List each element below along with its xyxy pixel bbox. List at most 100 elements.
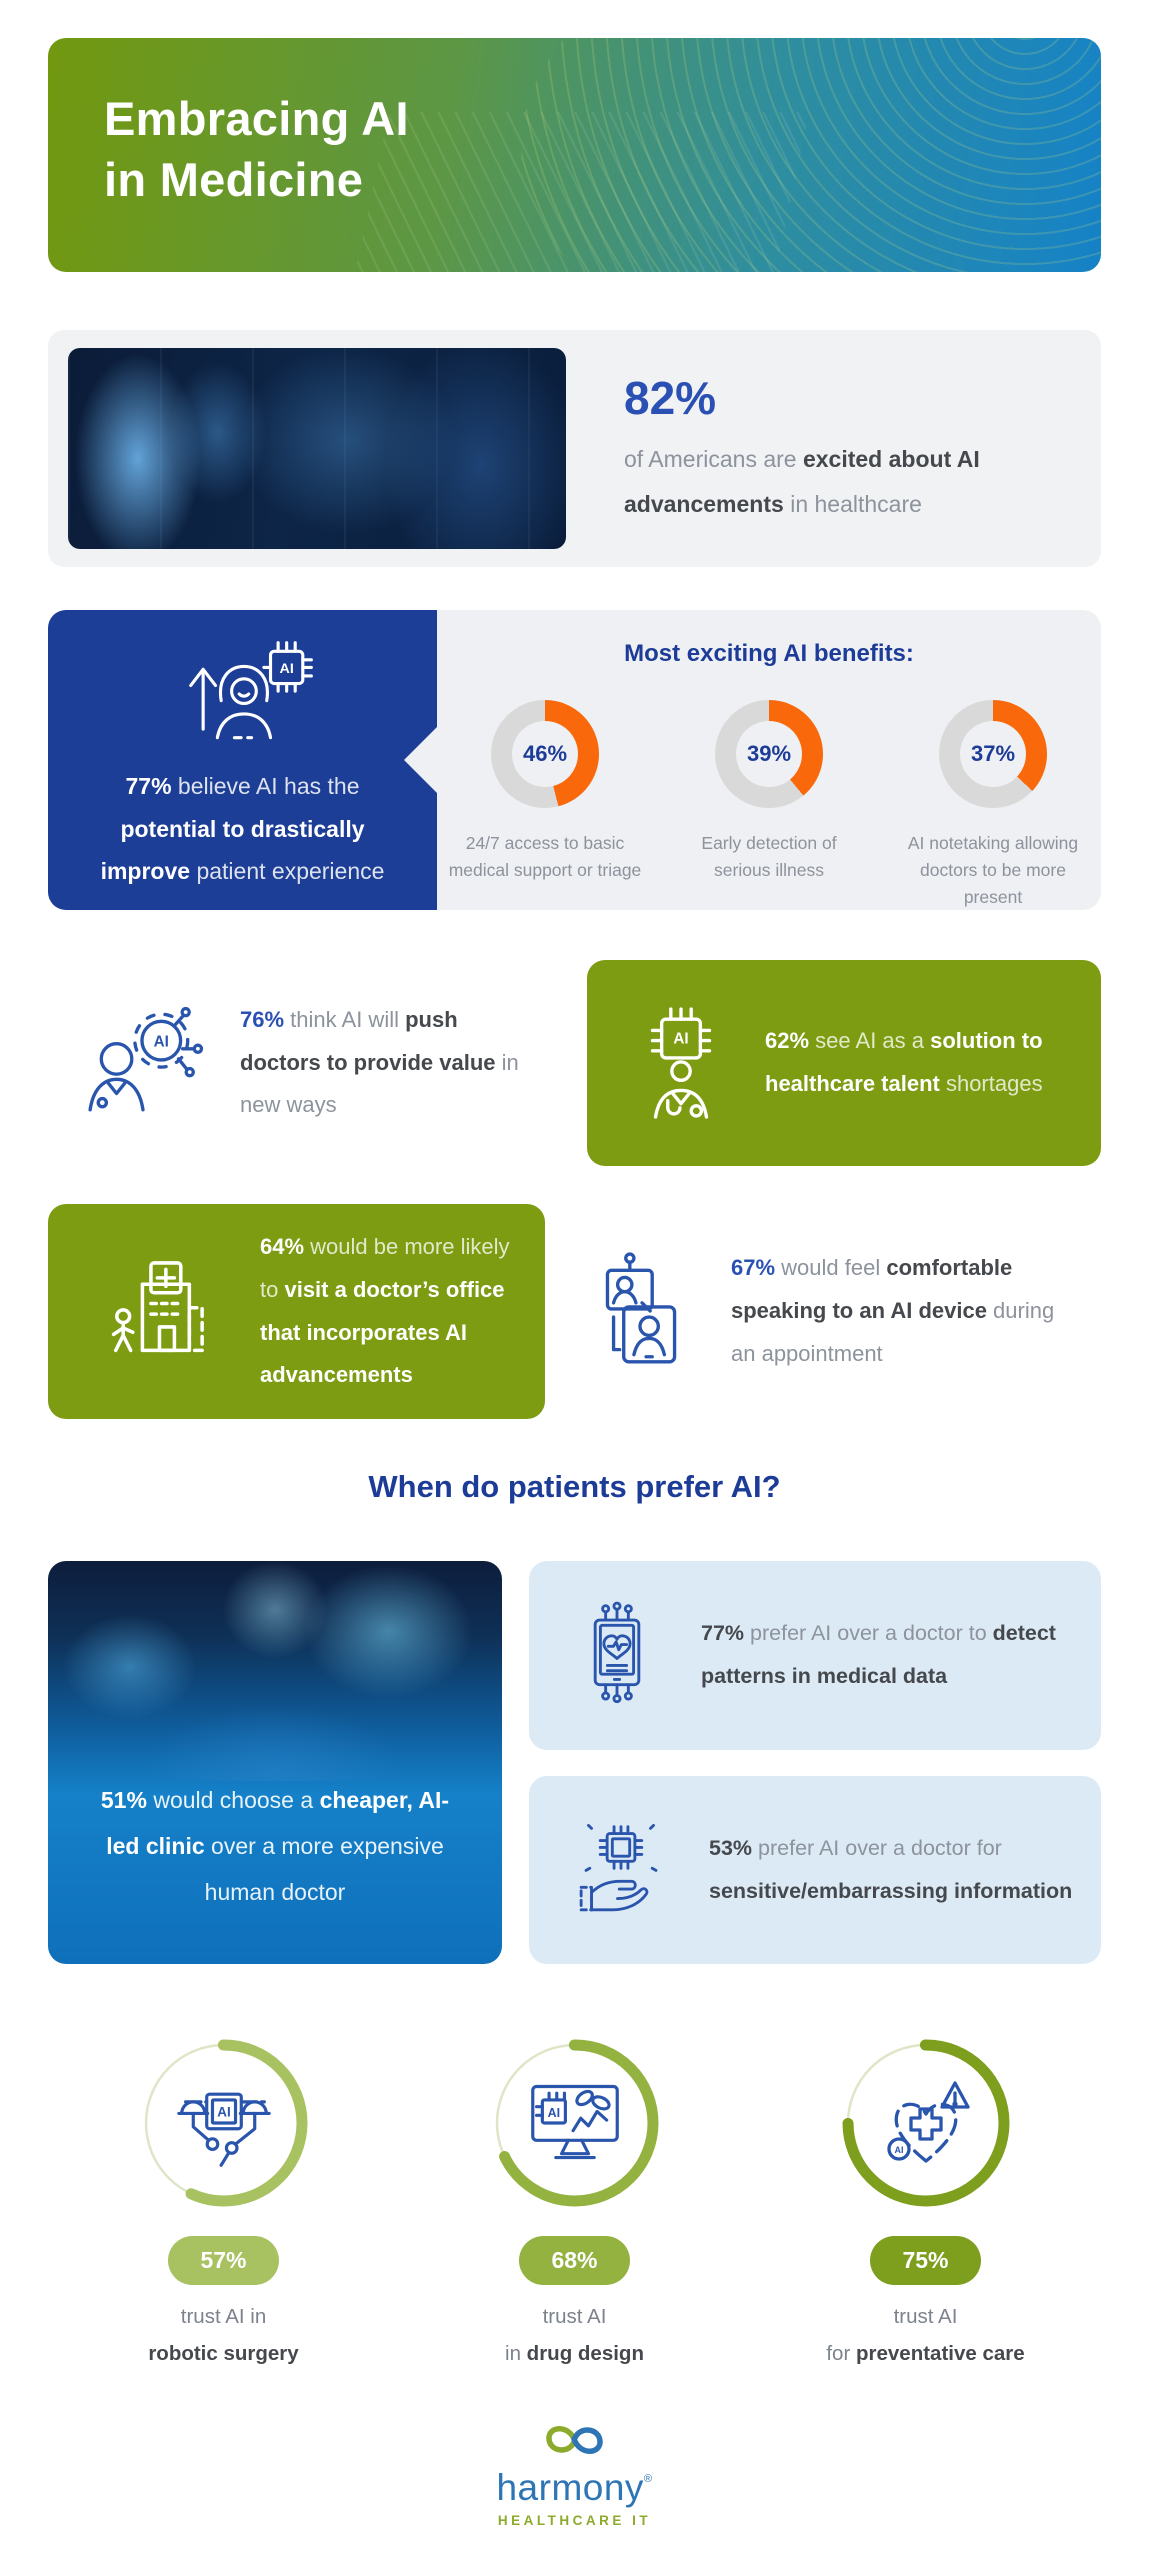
video-visit-tablet-icon bbox=[605, 1252, 677, 1364]
text-segment: would feel bbox=[775, 1255, 887, 1281]
trust-ring-chart: AI bbox=[837, 2034, 1015, 2212]
text-segment: think AI will bbox=[284, 1006, 406, 1032]
progress-ring bbox=[491, 2039, 658, 2207]
trust-caption: trust AI for preventative care bbox=[750, 2299, 1101, 2373]
header-banner: Embracing AI in Medicine bbox=[48, 38, 1101, 272]
excited-stat-text-block: 82% of Americans are excited about AI ad… bbox=[624, 371, 1069, 527]
benefit-item: 39% Early detection of serious illness bbox=[665, 700, 873, 911]
text-segment-bold: cheaper, AI-led clinic bbox=[106, 1787, 450, 1859]
text-segment: over a more expensive human doctor bbox=[204, 1833, 444, 1905]
text-segment-bold: potential to drastically improve bbox=[100, 815, 365, 885]
donut-chart-notetaking: 37% bbox=[939, 700, 1047, 808]
text-segment: in bbox=[505, 2341, 527, 2365]
stat-64-description: 64% would be more likely to visit a doct… bbox=[260, 1226, 521, 1398]
text-segment-bold: visit a doctor’s office that incorporate… bbox=[260, 1276, 505, 1388]
visit-stat-box: 64% would be more likely to visit a doct… bbox=[48, 1204, 545, 1419]
prefer-section: 51% would choose a cheaper, AI-led clini… bbox=[48, 1561, 1101, 1964]
ring-arc bbox=[491, 2039, 658, 2207]
stat-67-description: 67% would feel comfortable speaking to a… bbox=[731, 1247, 1067, 1376]
sensitive-stat-box: 53% prefer AI over a doctor for sensitiv… bbox=[529, 1775, 1101, 1964]
trust-ring-chart: AI bbox=[135, 2034, 313, 2212]
text-segment-bold: preventative care bbox=[855, 2341, 1025, 2365]
stat-51-description: 51% would choose a cheaper, AI-led clini… bbox=[100, 1777, 450, 1915]
text-segment: see AI as a bbox=[809, 1028, 931, 1054]
stat-67-percent: 67% bbox=[731, 1255, 776, 1281]
text-segment-bold: robotic surgery bbox=[148, 2341, 299, 2365]
logo-wordmark: harmony® bbox=[0, 2467, 1149, 2509]
trust-caption: trust AI in drug design bbox=[399, 2299, 750, 2373]
donut-value: 46% bbox=[522, 741, 568, 766]
stat-77-percent: 77% bbox=[125, 773, 172, 799]
registered-mark: ® bbox=[643, 2472, 653, 2485]
text-segment: prefer AI over a doctor to bbox=[744, 1621, 993, 1646]
stat-53-percent: 53% bbox=[709, 1835, 753, 1860]
belief-benefits-section: AI 77% believe AI has the potential to d… bbox=[48, 610, 1101, 910]
donut-label: AI notetaking allowing doctors to be mor… bbox=[907, 833, 1079, 908]
photo-doctor-ar-goggles bbox=[48, 1561, 502, 1781]
talent-stat-box: AI 62% see AI as a solution to healthcar… bbox=[587, 960, 1101, 1166]
hospital-building-icon bbox=[111, 1260, 204, 1352]
harmony-swoosh-icon bbox=[545, 2425, 603, 2454]
benefits-title: Most exciting AI benefits: bbox=[624, 640, 914, 667]
belief-stat-box: AI 77% believe AI has the potential to d… bbox=[48, 610, 437, 910]
text-segment: would choose a bbox=[146, 1787, 320, 1813]
text-segment-bold: detect patterns in medical data bbox=[701, 1621, 1056, 1689]
ring-arc bbox=[140, 2039, 307, 2207]
page-title: Embracing AI in Medicine bbox=[48, 38, 1101, 210]
stat-53-description: 53% prefer AI over a doctor for sensitiv… bbox=[709, 1827, 1101, 1913]
donut-hole: 39% bbox=[736, 721, 802, 787]
trust-caption: trust AI in robotic surgery bbox=[48, 2299, 399, 2373]
stat-64-percent: 64% bbox=[260, 1233, 305, 1259]
photo-woman-dna-screens bbox=[68, 348, 566, 549]
patterns-stat-box: 77% prefer AI over a doctor to detect pa… bbox=[529, 1561, 1101, 1750]
benefit-item: 46% 24/7 access to basic medical support… bbox=[441, 700, 649, 911]
section-heading-prefer: When do patients prefer AI? bbox=[368, 1469, 781, 1504]
stats-row-3: 64% would be more likely to visit a doct… bbox=[48, 1204, 1101, 1419]
benefits-panel: Most exciting AI benefits: 46% 24/7 acce… bbox=[404, 610, 1101, 911]
text-segment-bold: sensitive/embarrassing information bbox=[709, 1878, 1073, 1903]
text-segment: in new ways bbox=[240, 1049, 519, 1118]
dotted-arc-pattern-decoration bbox=[521, 38, 1101, 272]
svg-text:AI: AI bbox=[894, 2145, 903, 2155]
logo-tagline: HEALTHCARE IT bbox=[497, 2512, 652, 2528]
robotic-surgery-icon: AI bbox=[176, 2092, 271, 2167]
donut-value: 39% bbox=[746, 741, 792, 766]
stat-76-percent: 76% bbox=[240, 1006, 285, 1032]
svg-text:AI: AI bbox=[673, 1031, 688, 1048]
stat-82-percent: 82% bbox=[624, 371, 717, 424]
text-segment-bold: comfortable speaking to an AI device bbox=[731, 1255, 1013, 1324]
prefer-right-column: 77% prefer AI over a doctor to detect pa… bbox=[529, 1561, 1101, 1964]
text-segment: of Americans are bbox=[624, 445, 803, 472]
ring-arc bbox=[842, 2039, 1009, 2207]
stat-77-description: 77% believe AI has the potential to dras… bbox=[87, 765, 399, 893]
text-segment-bold: solution to healthcare talent bbox=[765, 1028, 1043, 1096]
svg-text:AI: AI bbox=[154, 1034, 169, 1051]
text-segment: believe AI has the bbox=[171, 773, 360, 799]
donut-chart-detection: 39% bbox=[715, 700, 823, 808]
harmony-logo: harmony® HEALTHCARE IT bbox=[0, 2415, 1149, 2528]
text-segment-bold: drug design bbox=[526, 2341, 644, 2365]
trust-item-preventative-care: AI 75% trust AI for preventative care bbox=[750, 2034, 1101, 2373]
text-segment: shortages bbox=[939, 1071, 1043, 1096]
text-segment: trust AI bbox=[542, 2305, 607, 2328]
stat-62-percent: 62% bbox=[765, 1028, 810, 1054]
trust-badge: 57% bbox=[168, 2236, 279, 2285]
text-segment: trust AI in bbox=[180, 2305, 267, 2328]
svg-text:AI: AI bbox=[547, 2106, 559, 2120]
text-segment: trust AI bbox=[893, 2305, 958, 2328]
benefits-donut-row: 46% 24/7 access to basic medical support… bbox=[437, 700, 1101, 911]
text-segment: during an appointment bbox=[731, 1298, 1055, 1366]
stat-77b-description: 77% prefer AI over a doctor to detect pa… bbox=[701, 1612, 1093, 1698]
text-segment: in healthcare bbox=[783, 490, 922, 517]
stats-row-2: AI 76% think AI will push doctors to pro… bbox=[48, 960, 1101, 1166]
title-line-2: in Medicine bbox=[104, 153, 364, 207]
trust-badge: 68% bbox=[519, 2236, 630, 2285]
clinic-stat-card: 51% would choose a cheaper, AI-led clini… bbox=[48, 1561, 502, 1964]
text-segment: would be more likely to bbox=[260, 1233, 510, 1302]
svg-text:AI: AI bbox=[217, 2104, 230, 2119]
excited-stat-card: 82% of Americans are excited about AI ad… bbox=[48, 330, 1101, 567]
text-segment: patient experience bbox=[190, 858, 385, 885]
stat-51-percent: 51% bbox=[100, 1787, 147, 1813]
donut-label: 24/7 access to basic medical support or … bbox=[448, 833, 642, 881]
